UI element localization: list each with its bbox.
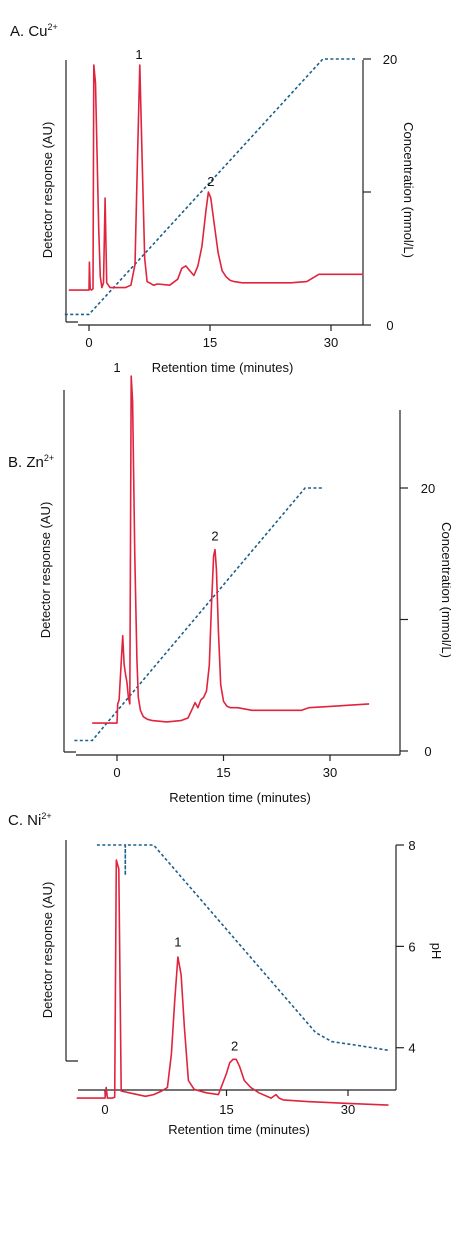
x-tick-label: 15 xyxy=(219,1102,233,1117)
x-tick-label: 30 xyxy=(323,765,337,780)
y2-axis-label: Concentration (mmol/L) xyxy=(439,522,451,658)
chart-panel-c: 0 15 30 4 6 8 C. Ni2+ Retention time (minutes) D… xyxy=(8,811,444,1137)
panel-label: C. Ni2+ xyxy=(8,811,52,829)
y2-tick-label: 6 xyxy=(408,939,415,954)
detector-series-line xyxy=(92,375,370,724)
y-axis-label: Detector response (AU) xyxy=(38,502,53,639)
chart-frame xyxy=(63,390,401,756)
chart-frame xyxy=(65,60,364,326)
y2-tick-label: 4 xyxy=(408,1041,415,1056)
chart-frame xyxy=(65,840,397,1091)
gradient-series-line xyxy=(74,487,323,742)
peak-annotation: 2 xyxy=(211,529,218,544)
y-axis-label: Detector response (AU) xyxy=(40,882,55,1019)
x-tick-label: 0 xyxy=(101,1102,108,1117)
peak-annotation: 1 xyxy=(135,47,142,62)
detector-series-line xyxy=(68,64,364,291)
chart-panel-b: 0 15 30 0 20 B. Zn2+ Retention time (minutes) D… xyxy=(8,360,451,805)
y-axis-label: Detector response (AU) xyxy=(40,122,55,259)
chart-panel-a: 0 15 30 0 20 A. Cu2+ Retention time (minutes) D… xyxy=(10,22,416,375)
x-axis-label: Retention time (minutes) xyxy=(152,360,294,375)
peak-annotation: 1 xyxy=(174,934,181,949)
x-tick-label: 30 xyxy=(324,335,338,350)
y2-tick-label: 20 xyxy=(383,52,397,67)
panel-label: A. Cu2+ xyxy=(10,22,58,40)
y2-tick-label: 0 xyxy=(386,318,393,333)
peak-annotation: 1 xyxy=(113,360,120,375)
y2-axis-label: pH xyxy=(429,943,444,960)
y2-axis-label: Concentration (mmol/L) xyxy=(401,122,416,258)
x-tick-label: 0 xyxy=(85,335,92,350)
detector-series-line xyxy=(76,859,389,1106)
x-tick-label: 15 xyxy=(216,765,230,780)
peak-annotation: 2 xyxy=(231,1038,238,1053)
x-tick-label: 30 xyxy=(341,1102,355,1117)
y2-tick-label: 8 xyxy=(408,838,415,853)
y2-tick-label: 20 xyxy=(421,481,435,496)
panel-label: B. Zn2+ xyxy=(8,453,54,471)
x-tick-label: 0 xyxy=(113,765,120,780)
x-axis-label: Retention time (minutes) xyxy=(169,790,311,805)
gradient-series-line xyxy=(96,844,389,1052)
x-axis-label: Retention time (minutes) xyxy=(168,1122,310,1137)
x-tick-label: 15 xyxy=(203,335,217,350)
y2-tick-label: 0 xyxy=(424,744,431,759)
peak-annotation: 2 xyxy=(207,174,214,189)
